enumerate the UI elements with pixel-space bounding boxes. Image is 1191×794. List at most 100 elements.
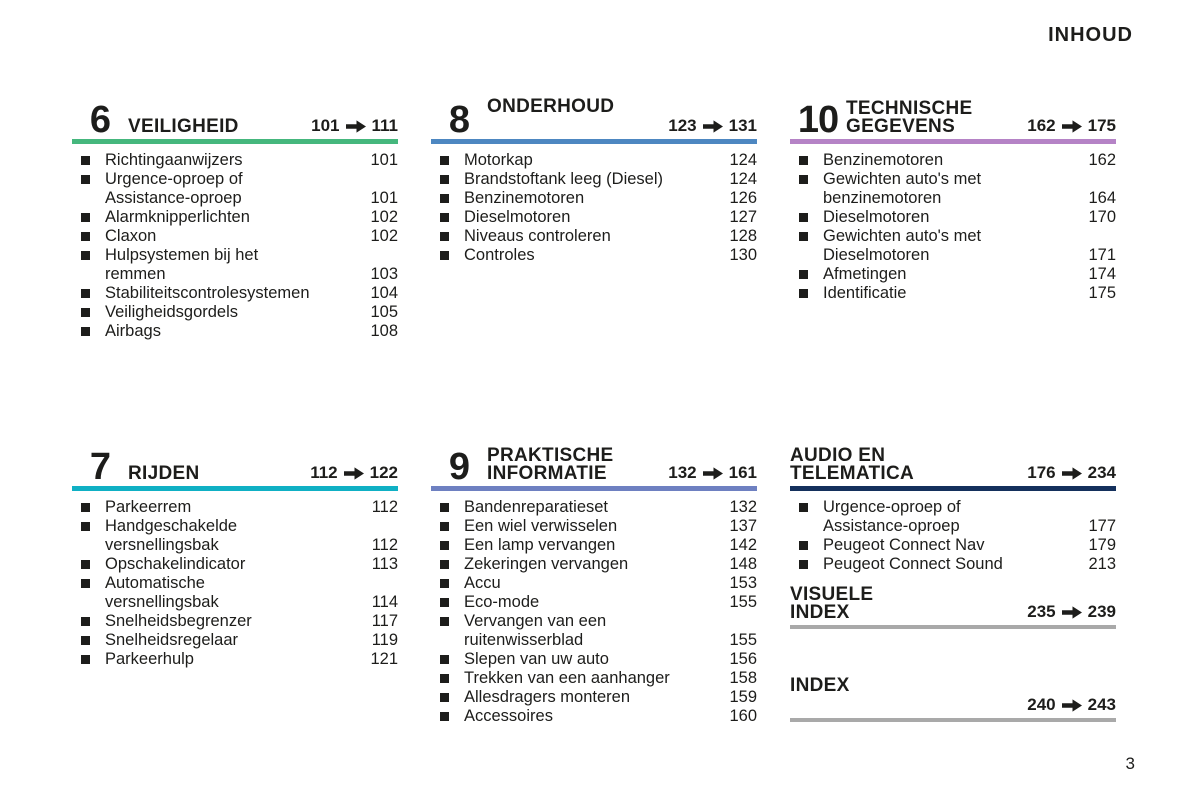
item-label-line: Een wiel verwisselen — [464, 517, 618, 535]
item-page-number: 156 — [729, 650, 757, 668]
item-page-number: 128 — [729, 227, 757, 245]
toc-column-right: 10 TECHNISCHE GEGEVENS 162 175 Benzinemotoren… — [790, 96, 1116, 726]
item-label: Veiligheidsgordels — [105, 303, 370, 322]
item-label-line: Peugeot Connect Sound — [823, 555, 1003, 573]
section-title-line: VEILIGHEID — [128, 116, 239, 137]
section-title: RIJDEN — [128, 464, 302, 483]
item-label-line: Gewichten auto's met — [823, 227, 982, 245]
item-label-line: Dieselmotoren — [823, 246, 930, 264]
item-label: Peugeot Connect Sound — [823, 555, 1088, 574]
item-label-line: Parkeerrem — [105, 498, 192, 516]
item-label-line: Zekeringen vervangen — [464, 555, 629, 573]
section-header: AUDIO EN TELEMATICA 176 234 — [790, 443, 1116, 483]
item-page-number: 171 — [1088, 246, 1116, 264]
bullet-square-icon — [81, 617, 90, 626]
item-page-number: 177 — [1088, 517, 1116, 535]
item-label: Peugeot Connect Nav — [823, 536, 1088, 555]
item-label-line: Slepen van uw auto — [464, 650, 609, 668]
item-label: Urgence-oproep of Assistance-oproep — [823, 498, 1088, 536]
section-header: INDEX 240 243 — [790, 675, 1116, 715]
item-page-number: 108 — [370, 322, 398, 340]
section-header: 8 ONDERHOUD 123 131 — [431, 96, 757, 139]
toc-item: Trekken van een aanhanger 158 — [431, 669, 757, 688]
item-page-number: 112 — [371, 536, 398, 554]
item-label-line: Snelheidsregelaar — [105, 631, 239, 649]
item-page-number: 179 — [1088, 536, 1116, 554]
bullet-square-icon — [440, 213, 449, 222]
section-page-range: 123 131 — [487, 116, 757, 136]
toc-item: Claxon 102 — [72, 227, 398, 246]
bullet-square-icon — [440, 175, 449, 184]
item-label-line: Stabiliteitscontrolesystemen — [105, 284, 310, 302]
item-label-line: ruitenwisserblad — [464, 631, 584, 649]
section-header: 7 RIJDEN 112 122 — [72, 443, 398, 486]
item-label: Gewichten auto's met Dieselmotoren — [823, 227, 1088, 265]
bullet-square-icon — [440, 674, 449, 683]
item-label: Bandenreparatieset — [464, 498, 729, 517]
bullet-square-icon — [81, 175, 90, 184]
bullet-square-icon — [440, 617, 449, 626]
item-page-number: 121 — [370, 650, 398, 668]
bullet-square-icon — [440, 598, 449, 607]
item-label: Controles — [464, 246, 729, 265]
item-page-number: 158 — [729, 669, 757, 687]
column-left-bottom-slot: 7 RIJDEN 112 122 Parkeerrem 112 Handgeschakeld… — [72, 443, 398, 669]
section-number: 9 — [448, 446, 470, 488]
range-start-page: 123 — [668, 116, 697, 135]
toc-item: Snelheidsregelaar 119 — [72, 631, 398, 650]
item-page-number: 174 — [1088, 265, 1116, 283]
bullet-square-icon — [799, 232, 808, 241]
range-start-page: 176 — [1027, 463, 1056, 482]
section-divider-bar — [790, 718, 1116, 722]
section-page-range: 176 234 — [1027, 463, 1116, 483]
toc-item: Airbags 108 — [72, 322, 398, 341]
item-label: Benzinemotoren — [823, 151, 1088, 170]
page-title: INHOUD — [1048, 24, 1133, 46]
section-title: ONDERHOUD — [487, 97, 757, 116]
toc-item: Alarmknipperlichten 102 — [72, 208, 398, 227]
toc-item: Stabiliteitscontrolesystemen 104 — [72, 284, 398, 303]
toc-item: Urgence-oproep of Assistance-oproep 177 — [790, 498, 1116, 536]
item-label-line: Peugeot Connect Nav — [823, 536, 985, 554]
toc-item: Veiligheidsgordels 105 — [72, 303, 398, 322]
range-start-page: 132 — [668, 463, 697, 482]
item-label: Dieselmotoren — [464, 208, 729, 227]
page-number: 3 — [1125, 754, 1135, 773]
section-page-range: 132 161 — [668, 463, 757, 483]
range-end-page: 175 — [1087, 116, 1116, 135]
toc-item: Niveaus controleren 128 — [431, 227, 757, 246]
item-label: Een lamp vervangen — [464, 536, 729, 555]
item-label-line: Hulpsystemen bij het — [105, 246, 259, 264]
item-label: Parkeerrem — [105, 498, 372, 517]
item-label: Trekken van een aanhanger — [464, 669, 729, 688]
item-page-number: 103 — [370, 265, 398, 283]
toc-item: Parkeerhulp 121 — [72, 650, 398, 669]
arrow-right-icon — [1061, 698, 1082, 712]
toc-item: Peugeot Connect Nav 179 — [790, 536, 1116, 555]
item-label: Automatische versnellingsbak — [105, 574, 372, 612]
item-label-line: Vervangen van een — [464, 612, 607, 630]
item-label-line: Assistance-oproep — [823, 517, 960, 535]
range-end-page: 111 — [371, 116, 399, 135]
item-label-line: Dieselmotoren — [464, 208, 571, 226]
range-end-page: 243 — [1087, 695, 1116, 714]
section-divider-bar — [790, 486, 1116, 491]
item-label-line: Accessoires — [464, 707, 553, 725]
item-page-number: 162 — [1088, 151, 1116, 169]
item-page-number: 102 — [370, 227, 398, 245]
item-page-number: 105 — [370, 303, 398, 321]
item-label-line: Snelheidsbegrenzer — [105, 612, 252, 630]
section-title-line: INDEX — [790, 675, 850, 696]
bullet-square-icon — [81, 251, 90, 260]
item-label-line: Claxon — [105, 227, 157, 245]
bullet-square-icon — [81, 522, 90, 531]
section-item-list: Benzinemotoren 162 Gewichten auto's met ben… — [790, 151, 1116, 303]
bullet-square-icon — [799, 503, 808, 512]
item-label: Afmetingen — [823, 265, 1088, 284]
bullet-square-icon — [81, 636, 90, 645]
bullet-square-icon — [799, 289, 808, 298]
bullet-square-icon — [440, 194, 449, 203]
section-page-range: 112 122 — [310, 463, 398, 483]
toc-item: Accessoires 160 — [431, 707, 757, 726]
bullet-square-icon — [81, 232, 90, 241]
